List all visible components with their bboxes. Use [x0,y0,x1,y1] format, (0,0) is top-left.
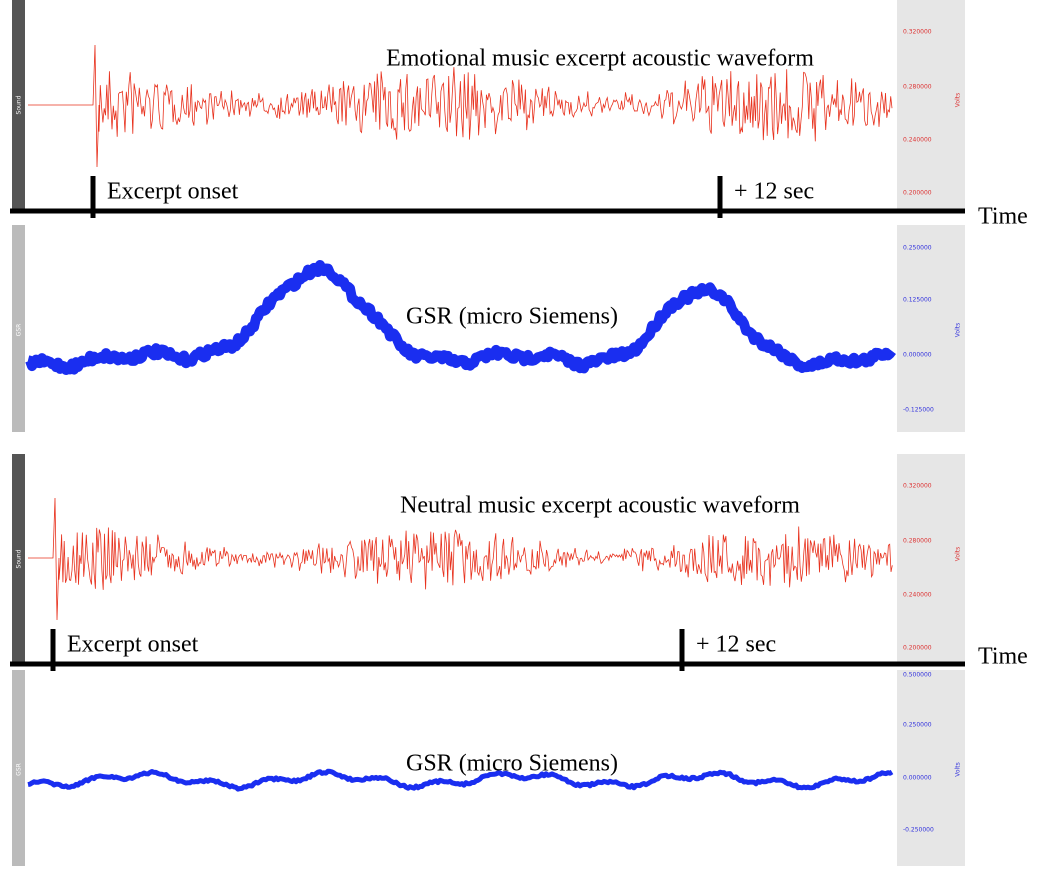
sound-title: Emotional music excerpt acoustic wavefor… [386,46,814,72]
gsr-waveform [27,768,894,792]
scale-column [897,0,965,211]
unit-label: Volts [955,762,962,776]
sound-waveform [28,497,893,621]
tick-label: 0.240000 [903,137,932,144]
tick-label: 0.240000 [903,592,932,599]
tick-label: 0.200000 [903,190,932,197]
tick-label: 0.320000 [903,483,932,490]
tick-label: 0.280000 [903,84,932,91]
axis-label: Time [978,204,1028,230]
track-strip [12,670,25,866]
tick-label: 0.320000 [903,29,932,36]
gsr-waveform [25,260,896,375]
gsr-title: GSR (micro Siemens) [406,751,618,777]
track-strip [12,0,25,211]
track-strip [12,454,25,664]
track-label: GSR [16,324,23,337]
scale-column [897,225,965,432]
tick-label: -0.250000 [903,827,934,834]
scale-column [897,670,965,866]
marker-label: Excerpt onset [67,632,199,658]
sound-title: Neutral music excerpt acoustic waveform [400,493,800,519]
unit-label: Volts [955,547,962,561]
track-label: Sound [16,549,23,568]
tick-label: 0.250000 [903,245,932,252]
track-label: GSR [16,763,23,776]
axis-label: Time [978,644,1028,670]
tick-label: 0.280000 [903,538,932,545]
marker-label: Excerpt onset [107,179,239,205]
scale-column [897,454,965,664]
tick-label: -0.125000 [903,407,934,414]
marker-label: + 12 sec [696,632,776,658]
tick-label: 0.200000 [903,645,932,652]
tick-label: 0.500000 [903,672,932,679]
tick-label: 0.000000 [903,352,932,359]
tick-label: 0.250000 [903,722,932,729]
gsr-title: GSR (micro Siemens) [406,304,618,330]
track-strip [12,225,25,432]
unit-label: Volts [955,93,962,107]
tick-label: 0.000000 [903,775,932,782]
tick-label: 0.125000 [903,297,932,304]
sound-waveform [28,44,893,168]
unit-label: Volts [955,323,962,337]
marker-label: + 12 sec [734,179,814,205]
track-label: Sound [16,95,23,114]
